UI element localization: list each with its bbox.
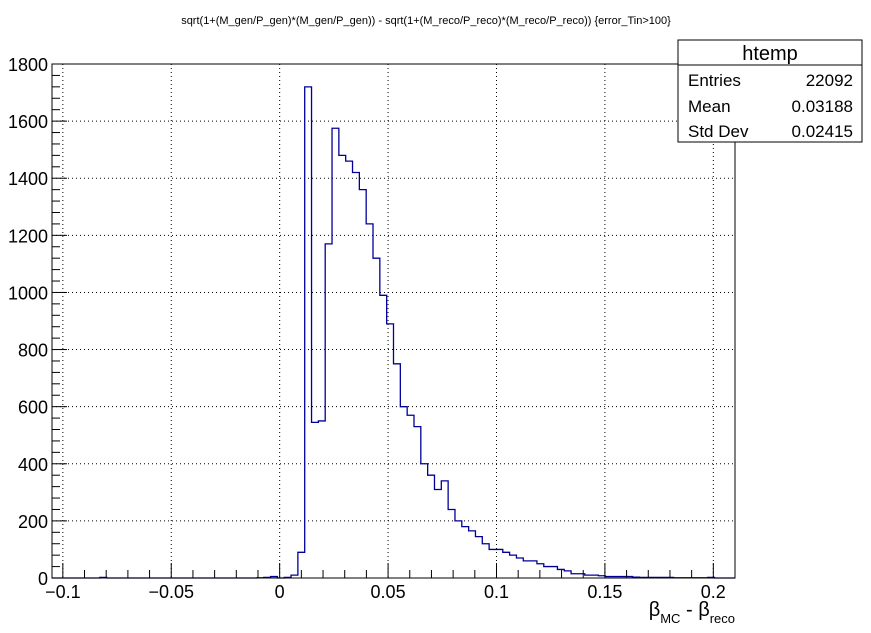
x-tick-label-0: −0.1 <box>45 582 81 602</box>
histogram-bin-68 <box>516 558 523 578</box>
y-tick-label-9: 1800 <box>8 55 48 75</box>
y-tick-label-8: 1600 <box>8 112 48 132</box>
histogram-bin-51 <box>400 407 407 578</box>
x-tick-label-2: 0 <box>275 582 285 602</box>
histogram-bin-60 <box>462 527 469 578</box>
histogram-bin-44 <box>353 173 360 578</box>
y-tick-label-6: 1200 <box>8 226 48 246</box>
y-tick-label-2: 400 <box>18 455 48 475</box>
stats-entries-value: 22092 <box>806 71 853 90</box>
histogram-bin-57 <box>441 481 448 578</box>
histogram-bin-76 <box>571 574 578 578</box>
x-tick-label-4: 0.1 <box>484 582 509 602</box>
histogram-bin-41 <box>332 128 339 578</box>
histogram-bin-39 <box>318 421 325 578</box>
histogram-bin-70 <box>530 561 537 578</box>
histogram-bin-56 <box>434 489 441 578</box>
x-tick-label-3: 0.05 <box>371 582 406 602</box>
histogram-bin-69 <box>523 561 530 578</box>
histogram-bin-54 <box>421 464 428 578</box>
stats-box: htemp Entries 22092 Mean 0.03188 Std Dev… <box>677 39 863 143</box>
histogram-bin-73 <box>551 567 558 578</box>
x-tick-label-5: 0.15 <box>587 582 622 602</box>
x-axis-label-sub-reco: reco <box>710 611 735 626</box>
histogram-bin-48 <box>380 295 387 578</box>
histogram-bin-52 <box>407 415 414 578</box>
y-axis: 0 200 400 600 800 1000 1200 1400 1600 1800 <box>8 55 67 589</box>
histogram <box>52 86 735 579</box>
histogram-bin-67 <box>510 555 517 578</box>
stats-stddev-value: 0.02415 <box>792 122 853 141</box>
histogram-bin-62 <box>475 537 482 578</box>
histogram-bin-40 <box>325 244 332 578</box>
histogram-bin-64 <box>489 549 496 578</box>
histogram-bin-55 <box>428 475 435 578</box>
x-axis-label-minus-beta: - β <box>680 599 709 621</box>
histogram-bin-58 <box>448 509 455 578</box>
y-tick-label-1: 200 <box>18 512 48 532</box>
x-tick-label-1: −0.05 <box>148 582 194 602</box>
histogram-bin-75 <box>564 571 571 578</box>
y-tick-label-3: 600 <box>18 398 48 418</box>
histogram-bin-43 <box>346 161 353 578</box>
histogram-bin-59 <box>455 521 462 578</box>
x-axis-label-sub-mc: MC <box>660 611 680 626</box>
histogram-bin-53 <box>414 427 421 578</box>
histogram-bin-38 <box>312 422 319 578</box>
histogram-bin-47 <box>373 258 380 578</box>
stats-stddev-label: Std Dev <box>688 122 749 141</box>
grid <box>52 63 735 578</box>
stats-mean-value: 0.03188 <box>792 97 853 116</box>
stats-box-title: htemp <box>742 43 798 65</box>
histogram-bin-37 <box>305 87 312 578</box>
y-tick-label-7: 1400 <box>8 169 48 189</box>
histogram-bin-50 <box>394 364 401 578</box>
histogram-bin-46 <box>366 224 373 578</box>
x-tick-label-6: 0.2 <box>701 582 726 602</box>
histogram-bin-72 <box>544 567 551 578</box>
histogram-bin-45 <box>359 190 366 578</box>
plot-border <box>51 63 736 579</box>
y-tick-label-4: 800 <box>18 341 48 361</box>
stats-box-frame <box>677 39 863 143</box>
stats-mean-label: Mean <box>688 97 731 116</box>
x-axis-label-beta-mc: β <box>649 599 661 621</box>
y-tick-label-0: 0 <box>38 569 48 589</box>
x-axis-label: βMC - βreco <box>649 599 735 626</box>
histogram-bin-63 <box>482 544 489 578</box>
histogram-bin-74 <box>557 569 564 578</box>
x-axis: −0.1 −0.05 0 0.05 0.1 0.15 0.2 <box>45 563 736 602</box>
stats-entries-label: Entries <box>688 71 741 90</box>
histogram-bin-42 <box>339 155 346 578</box>
histogram-bin-49 <box>387 324 394 578</box>
chart-title: sqrt(1+(M_gen/P_gen)*(M_gen/P_gen)) - sq… <box>181 15 671 27</box>
y-tick-label-5: 1000 <box>8 283 48 303</box>
histogram-bin-66 <box>503 552 510 578</box>
plot-frame <box>51 63 736 579</box>
